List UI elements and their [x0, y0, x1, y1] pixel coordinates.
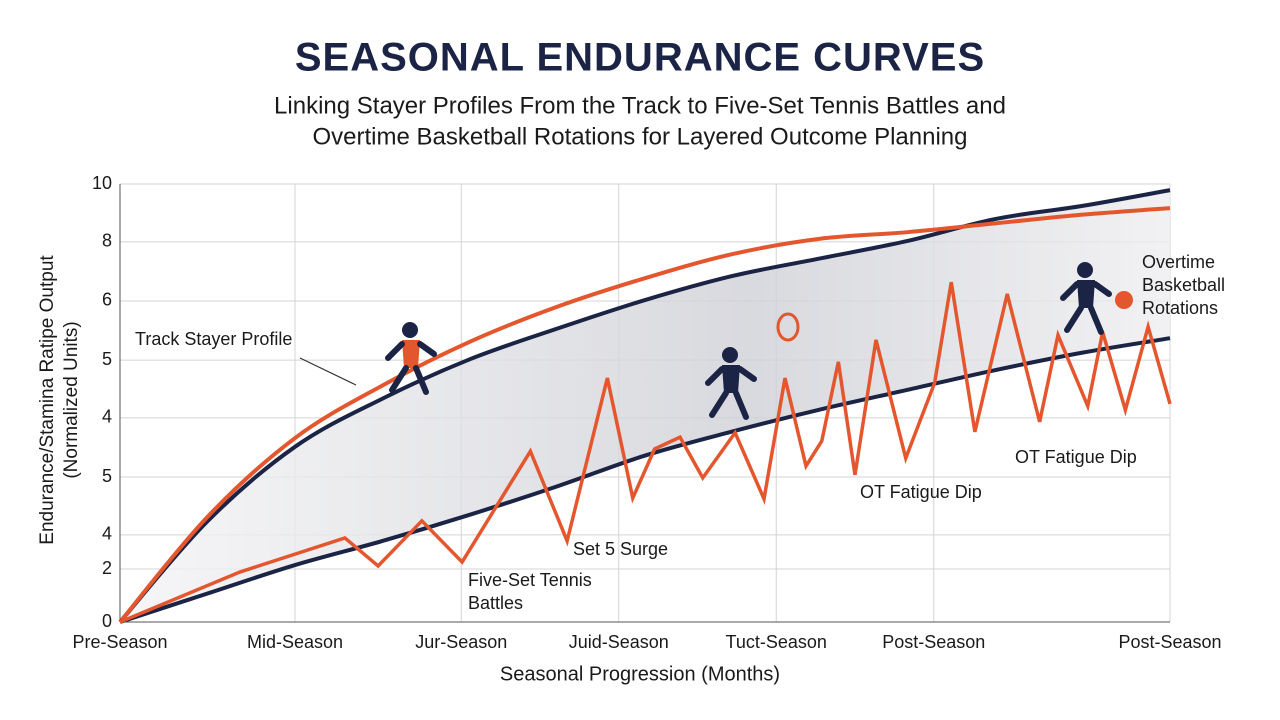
- y-tick-label: 0: [102, 611, 112, 631]
- series-line: [118, 188, 1171, 624]
- icon-body: [402, 340, 420, 368]
- chart-title: SEASONAL ENDURANCE CURVES: [295, 36, 985, 80]
- annotation: Overtime: [1142, 252, 1215, 272]
- annotation: Five-Set Tennis: [468, 570, 592, 590]
- y-tick-label: 10: [92, 173, 112, 193]
- annotation-arrow: [299, 357, 357, 386]
- y-axis-label: (Normalized Units): [61, 321, 82, 478]
- x-tick-label: Tuct-Season: [726, 632, 827, 652]
- y-tick-label: 4: [102, 524, 112, 544]
- subtitle: Overtime Basketball Rotations for Layere…: [313, 123, 968, 150]
- x-tick-label: Mid-Season: [247, 632, 343, 652]
- annotation: OT Fatigue Dip: [1015, 447, 1137, 467]
- x-tick-label: Pre-Season: [72, 632, 167, 652]
- annotation: Battles: [468, 593, 523, 613]
- x-tick-label: Jur-Season: [415, 632, 507, 652]
- annotation: OT Fatigue Dip: [860, 482, 982, 502]
- y-tick-label: 2: [102, 558, 112, 578]
- y-tick-label: 4: [102, 407, 112, 427]
- icon-head: [1077, 262, 1093, 278]
- athlete-icon: [1060, 262, 1112, 335]
- x-tick-label: Post-Season: [882, 632, 985, 652]
- icon-head: [722, 347, 738, 363]
- icon-limbs: [385, 341, 437, 395]
- y-tick-label: 8: [102, 231, 112, 251]
- subtitle: Linking Stayer Profiles From the Track t…: [274, 92, 1006, 119]
- y-axis-label: Endurance/Stamina Ratipe Output: [37, 255, 58, 545]
- icon-body: [722, 365, 740, 393]
- ball: [1115, 291, 1133, 309]
- annotation: Rotations: [1142, 298, 1218, 318]
- y-tick-label: 5: [102, 466, 112, 486]
- icon-limbs: [1060, 281, 1112, 335]
- x-axis-label: Seasonal Progression (Months): [500, 663, 780, 685]
- series-line: [119, 281, 1172, 624]
- annotation: Track Stayer Profile: [135, 329, 292, 349]
- annotation: Basketball: [1142, 275, 1225, 295]
- series-line: [118, 206, 1171, 624]
- x-tick-label: Post-Season: [1118, 632, 1221, 652]
- icon-head: [402, 322, 418, 338]
- band-fill: [120, 190, 1170, 622]
- athlete-icon: [705, 347, 757, 420]
- y-tick-label: 5: [102, 349, 112, 369]
- icon-limbs: [705, 366, 757, 420]
- athlete-icon: [385, 322, 437, 395]
- x-tick-label: Juid-Season: [569, 632, 669, 652]
- annotation: Set 5 Surge: [573, 539, 668, 559]
- series-line: [119, 336, 1171, 624]
- racket: [776, 312, 800, 342]
- y-tick-label: 6: [102, 290, 112, 310]
- icon-body: [1077, 280, 1095, 308]
